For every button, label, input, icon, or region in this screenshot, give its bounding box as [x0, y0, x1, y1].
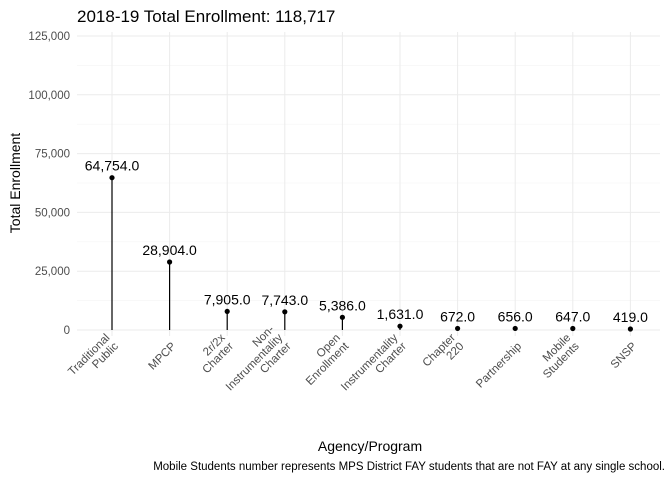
data-point: [282, 309, 288, 315]
x-axis-label: Agency/Program: [318, 438, 422, 454]
y-tick-label: 75,000: [35, 149, 70, 161]
data-label: 28,904.0: [142, 242, 197, 258]
x-tick-label: Chapter220: [421, 332, 467, 378]
data-point: [627, 326, 634, 332]
data-point: [109, 175, 115, 181]
data-label: 1,631.0: [377, 306, 424, 322]
grid-lines: [77, 32, 660, 336]
data-point: [224, 308, 230, 315]
y-tick-label: 0: [64, 325, 70, 337]
data-label: 672.0: [440, 308, 475, 324]
data-label: 656.0: [498, 308, 533, 324]
caption: Mobile Students number represents MPS Di…: [153, 461, 665, 473]
data-label: 64,754.0: [85, 158, 140, 174]
data-label: 5,386.0: [319, 297, 366, 313]
data-labels: 64,754.0 28,904.0 7,905.0 7,743.0 5,386.0 1,6…: [85, 158, 648, 325]
y-axis-label: Total Enrollment: [7, 133, 23, 233]
x-tick-label: 2r/2xCharter: [192, 332, 236, 376]
data-point: [397, 323, 403, 329]
data-label: 7,905.0: [204, 291, 251, 307]
x-tick-label: TraditionalPublic: [66, 332, 121, 387]
y-tick-label: 25,000: [35, 266, 70, 278]
data-point: [339, 314, 345, 320]
y-tick-label: 100,000: [28, 90, 70, 102]
data-label: 647.0: [555, 308, 590, 324]
points: [109, 175, 634, 332]
y-tick-label: 125,000: [28, 31, 70, 43]
x-tick-label: MPCP: [147, 340, 179, 372]
y-axis-ticks: 0 25,000 50,000 75,000 100,000 125,000: [28, 31, 70, 337]
data-point: [512, 325, 518, 332]
x-axis-ticks: TraditionalPublic MPCP 2r/2xCharterNon-Ins…: [66, 323, 640, 402]
data-point: [570, 325, 576, 332]
x-tick-label: SNSP: [609, 340, 640, 371]
x-tick-label: Partnership: [474, 340, 524, 390]
data-label: 419.0: [613, 309, 648, 325]
x-tick-label: InstrumentalityCharter: [339, 332, 409, 402]
data-point: [455, 325, 461, 332]
data-point: [167, 259, 173, 265]
data-label: 7,743.0: [261, 292, 308, 308]
x-tick-label: MobileStudents: [533, 332, 582, 381]
chart-title: 2018-19 Total Enrollment: 118,717: [77, 7, 335, 26]
y-tick-label: 50,000: [35, 207, 70, 219]
